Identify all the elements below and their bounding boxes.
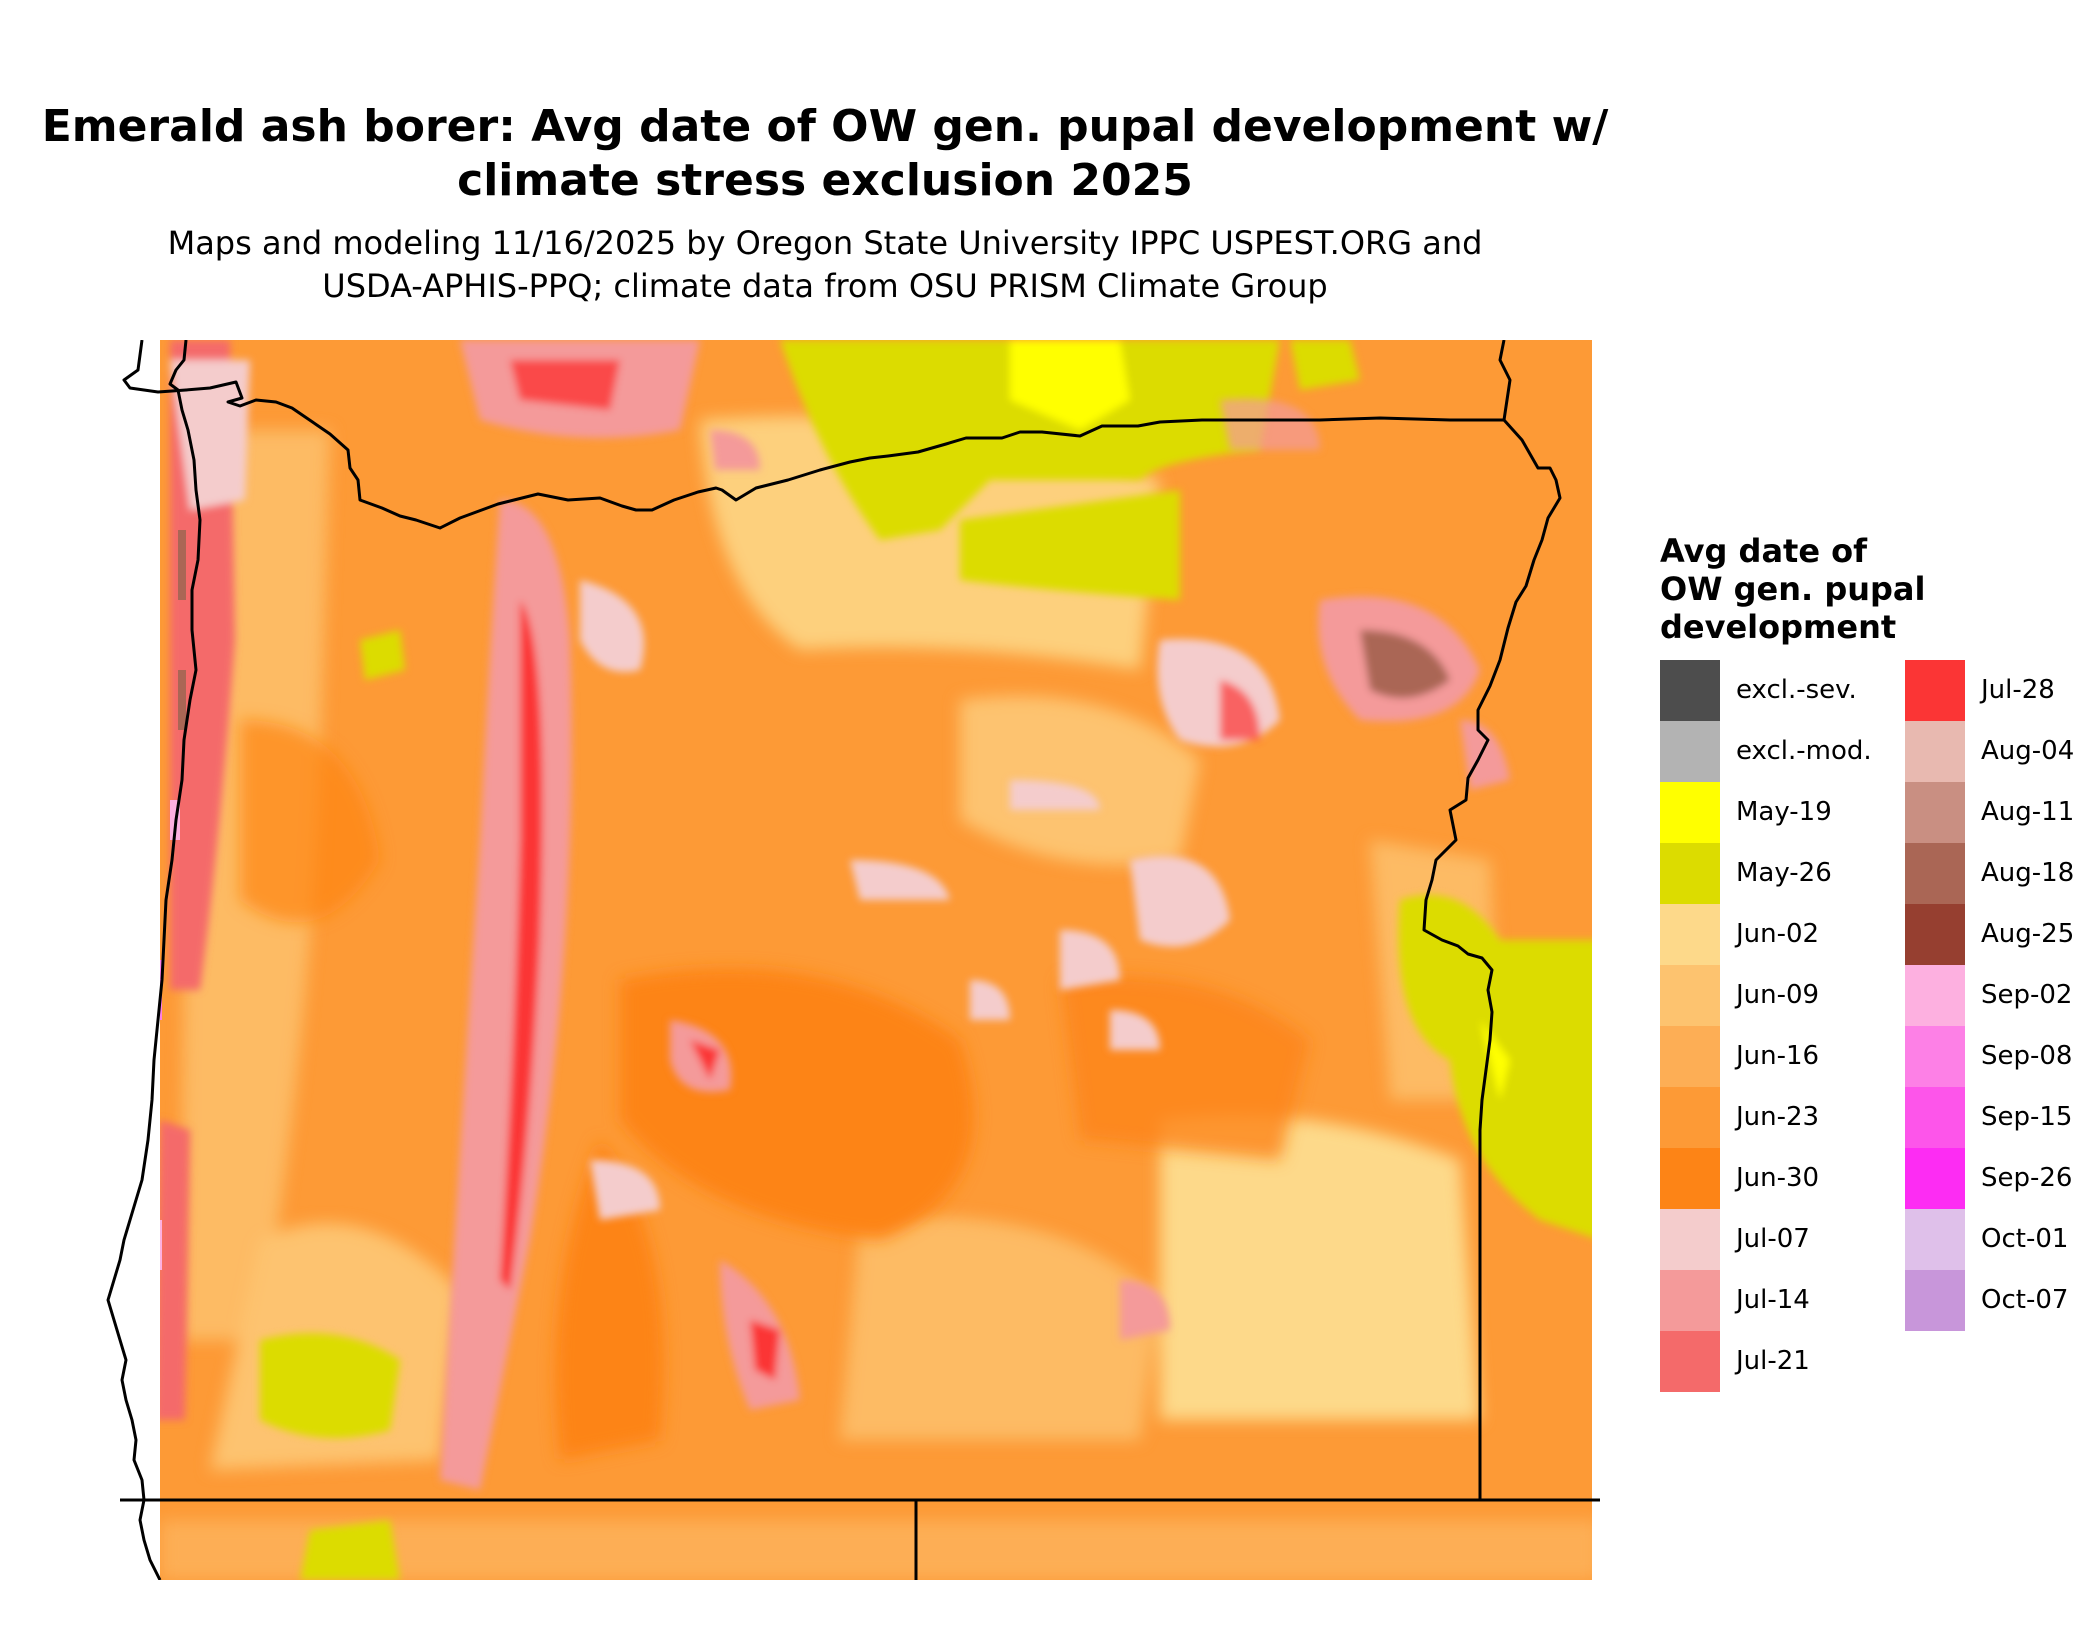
legend-swatch xyxy=(1905,843,1965,904)
legend-label: Sep-08 xyxy=(1981,1041,2073,1071)
legend-swatch xyxy=(1905,904,1965,965)
legend-swatch xyxy=(1905,1087,1965,1148)
legend-swatch xyxy=(1660,1087,1720,1148)
legend-title-line-1: Avg date of xyxy=(1660,532,1868,570)
legend-label: Jun-30 xyxy=(1736,1163,1820,1193)
legend-label: Jul-14 xyxy=(1736,1285,1810,1315)
raster-yellow-zones xyxy=(260,340,1592,1580)
legend-label: May-19 xyxy=(1736,797,1832,827)
title-line-2: climate stress exclusion 2025 xyxy=(457,155,1193,206)
legend-swatch xyxy=(1660,1148,1720,1209)
legend-label: Jul-07 xyxy=(1736,1224,1810,1254)
legend-label: Oct-07 xyxy=(1981,1285,2069,1315)
legend-label: Sep-15 xyxy=(1981,1102,2073,1132)
legend-title: Avg date of OW gen. pupal development xyxy=(1660,532,2060,646)
legend-swatch xyxy=(1660,1331,1720,1392)
legend-swatch xyxy=(1660,965,1720,1026)
legend-label: Sep-02 xyxy=(1981,980,2073,1010)
subtitle-line-2: USDA-APHIS-PPQ; climate data from OSU PR… xyxy=(322,267,1328,305)
legend-title-line-3: development xyxy=(1660,608,1897,646)
legend-swatch xyxy=(1660,904,1720,965)
subtitle-line-1: Maps and modeling 11/16/2025 by Oregon S… xyxy=(167,224,1483,262)
legend-swatch xyxy=(1660,660,1720,721)
legend-label: Jun-02 xyxy=(1736,919,1820,949)
legend-label: Sep-26 xyxy=(1981,1163,2073,1193)
legend-swatch xyxy=(1660,1209,1720,1270)
legend-swatch xyxy=(1905,782,1965,843)
title-line-1: Emerald ash borer: Avg date of OW gen. p… xyxy=(41,101,1609,152)
legend-swatch xyxy=(1905,1148,1965,1209)
legend-title-line-2: OW gen. pupal xyxy=(1660,570,1926,608)
map-title: Emerald ash borer: Avg date of OW gen. p… xyxy=(0,100,1650,208)
washington-idaho-border xyxy=(1498,340,1512,421)
legend-label: excl.-mod. xyxy=(1736,736,1872,766)
legend-label: Oct-01 xyxy=(1981,1224,2069,1254)
legend-swatch xyxy=(1905,965,1965,1026)
legend-label: Jun-23 xyxy=(1736,1102,1820,1132)
map-subtitle: Maps and modeling 11/16/2025 by Oregon S… xyxy=(0,222,1650,308)
raster-pink-zones xyxy=(160,340,1510,1490)
legend-label: Jul-28 xyxy=(1981,675,2055,705)
legend-swatch xyxy=(1660,721,1720,782)
raster-layer xyxy=(160,340,1592,1580)
legend-label: Aug-11 xyxy=(1981,797,2075,827)
legend-swatch xyxy=(1905,1270,1965,1331)
legend-label: Aug-25 xyxy=(1981,919,2075,949)
legend-swatch xyxy=(1660,1270,1720,1331)
pacific-coastline xyxy=(106,340,202,1580)
legend-label: Aug-18 xyxy=(1981,858,2075,888)
legend-label: Jun-16 xyxy=(1736,1041,1820,1071)
legend-label: Jun-09 xyxy=(1736,980,1820,1010)
oregon-map xyxy=(106,340,1600,1580)
legend-swatch xyxy=(1905,1026,1965,1087)
oregon-idaho-border xyxy=(1422,418,1562,1500)
legend-swatch xyxy=(1660,782,1720,843)
legend-label: Aug-04 xyxy=(1981,736,2075,766)
legend-swatch xyxy=(1905,1209,1965,1270)
legend-label: May-26 xyxy=(1736,858,1832,888)
legend-swatch xyxy=(1905,660,1965,721)
legend-swatch xyxy=(1905,721,1965,782)
oregon-coastline xyxy=(122,340,1504,530)
legend-swatch xyxy=(1660,843,1720,904)
state-boundaries xyxy=(106,340,1600,1580)
legend-label: excl.-sev. xyxy=(1736,675,1857,705)
legend-label: Jul-21 xyxy=(1736,1346,1810,1376)
legend-swatch xyxy=(1660,1026,1720,1087)
